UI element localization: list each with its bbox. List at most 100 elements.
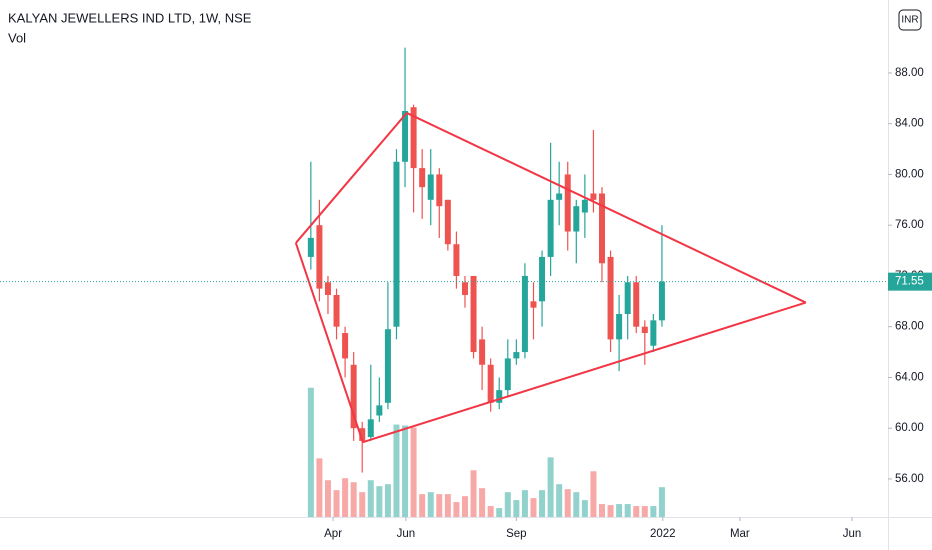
candle-body — [384, 329, 391, 403]
x-tick-label: Jun — [397, 528, 416, 540]
x-tick-label: 2022 — [650, 528, 676, 540]
volume-bar — [367, 480, 374, 517]
x-tick-label: Jun — [843, 528, 862, 540]
candle-body — [598, 193, 605, 264]
candle-body — [616, 314, 623, 340]
volume-bar — [607, 505, 614, 517]
candle-body — [650, 320, 657, 346]
candle-body — [487, 364, 494, 403]
candle-body — [581, 199, 588, 213]
volume-bar — [539, 490, 546, 517]
volume-bar — [461, 496, 468, 517]
currency[interactable]: INR — [901, 15, 918, 26]
volume-bar — [650, 506, 657, 517]
volume-bar — [564, 489, 571, 517]
candle-body — [359, 428, 366, 441]
volume-bar — [513, 500, 520, 517]
candle-body — [633, 282, 640, 327]
candle-body — [419, 168, 426, 188]
volume-bar — [547, 457, 554, 517]
candle-body — [470, 275, 477, 353]
y-tick-label: 84.00 — [895, 118, 924, 130]
volume-bar — [504, 492, 511, 517]
y-tick-label: 60.00 — [895, 422, 924, 434]
candle-body — [453, 244, 460, 276]
volume-bar — [487, 506, 494, 517]
volume-bar — [633, 506, 640, 517]
candle-body — [624, 282, 631, 315]
candle-body — [444, 199, 451, 245]
volume-bar — [616, 504, 623, 517]
volume-bar — [624, 504, 631, 517]
candle-body — [590, 193, 597, 200]
volume-bar — [436, 494, 443, 517]
y-tick-label: 56.00 — [895, 473, 924, 485]
candle-body — [342, 333, 349, 359]
y-tick-label: 88.00 — [895, 67, 924, 79]
candle-body — [641, 326, 648, 334]
candle-body — [307, 237, 314, 257]
candle-body — [461, 282, 468, 295]
candle-body — [496, 390, 503, 403]
currency-button[interactable] — [898, 9, 922, 31]
candle-body — [393, 161, 400, 327]
candle-body — [427, 174, 434, 200]
volume-bar — [316, 458, 323, 517]
volume-bar — [427, 492, 434, 517]
candle-body — [410, 107, 417, 169]
volume-bar — [350, 482, 357, 517]
candle-body — [539, 256, 546, 302]
volume-bar — [496, 508, 503, 517]
x-tick-label: Mar — [730, 528, 750, 540]
last-price-label: 71.55 — [895, 276, 924, 288]
candle-body — [316, 225, 323, 289]
volume-bar — [598, 504, 605, 517]
candle-body — [479, 339, 486, 365]
candle-body — [513, 352, 520, 359]
volume-bar — [521, 490, 528, 517]
candle-body — [324, 282, 331, 295]
volume-bar — [573, 492, 580, 517]
volume-bar — [342, 478, 349, 517]
volume-bar — [393, 424, 400, 517]
candle-body — [402, 111, 409, 162]
volume-bar — [384, 484, 391, 517]
y-tick-label: 76.00 — [895, 219, 924, 231]
pattern-line — [295, 112, 408, 244]
volume-bar — [470, 470, 477, 517]
pattern-line — [294, 242, 364, 443]
volume-bar — [402, 425, 409, 517]
volume-bar — [307, 387, 314, 517]
pattern-line — [362, 301, 807, 444]
volume-bar — [581, 500, 588, 517]
last-price-box — [888, 272, 932, 291]
volume-bar — [556, 484, 563, 517]
candle-body — [564, 174, 571, 232]
x-tick-label: Sep — [506, 528, 526, 540]
candle-body — [607, 256, 614, 340]
candle-body — [504, 358, 511, 391]
y-tick-label: 64.00 — [895, 371, 924, 383]
candle-body — [367, 419, 374, 438]
pattern-line — [406, 112, 807, 304]
y-tick-label: 80.00 — [895, 168, 924, 180]
candle-body — [333, 294, 340, 327]
y-tick-label: 68.00 — [895, 321, 924, 333]
volume-bar — [376, 486, 383, 517]
candle-body — [658, 281, 665, 321]
volume-bar — [324, 480, 331, 517]
volume-bar — [590, 471, 597, 517]
volume-bar — [453, 502, 460, 517]
candle-body — [521, 275, 528, 353]
candle-body — [573, 206, 580, 232]
candle-body — [436, 174, 443, 207]
candle-body — [376, 405, 383, 416]
candle-body — [350, 364, 357, 429]
x-tick-label: Apr — [324, 528, 342, 540]
candle-body — [547, 199, 554, 257]
candle-body — [556, 193, 563, 200]
candle-body — [530, 301, 537, 308]
volume-bar — [641, 506, 648, 517]
